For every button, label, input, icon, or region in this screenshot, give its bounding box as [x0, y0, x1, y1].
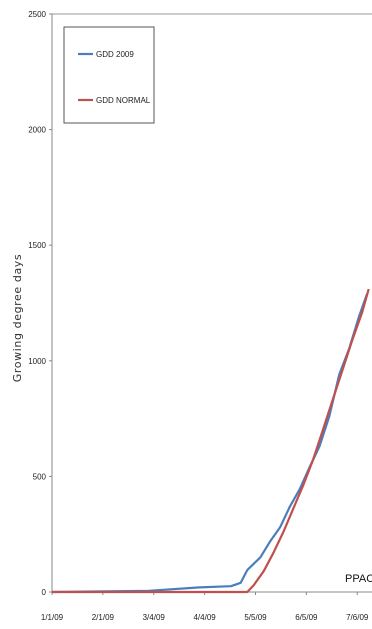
x-tick-label: 4/4/09	[193, 613, 216, 622]
y-tick-label: 0	[42, 588, 47, 597]
x-tick-label: 2/1/09	[92, 613, 115, 622]
watermark-label: PPAC	[345, 573, 372, 585]
x-tick-label: 3/4/09	[143, 613, 166, 622]
y-tick-label: 500	[33, 472, 47, 481]
series-line-gdd-normal	[52, 288, 370, 594]
y-tick-label: 1500	[28, 241, 46, 250]
legend: GDD 2009 GDD NORMAL	[63, 26, 155, 124]
series-group	[51, 288, 370, 594]
x-tick-label: 6/5/09	[295, 613, 318, 622]
x-tick-label: 5/5/09	[244, 613, 267, 622]
x-tick-label: 7/6/09	[346, 613, 369, 622]
y-tick-label: 2500	[28, 10, 46, 19]
legend-label-gdd-normal: GDD NORMAL	[96, 96, 151, 105]
y-tick-label: 1000	[28, 357, 46, 366]
legend-box	[63, 26, 155, 124]
y-tick-label: 2000	[28, 126, 46, 135]
series-line-gdd-2009	[51, 293, 369, 594]
x-tick-label: 1/1/09	[41, 613, 64, 622]
y-tick-group: 0 500 1000 1500 2000 2500	[28, 10, 52, 597]
y-axis-label: Growing degree days	[11, 254, 24, 382]
legend-label-gdd-2009: GDD 2009	[96, 50, 134, 59]
